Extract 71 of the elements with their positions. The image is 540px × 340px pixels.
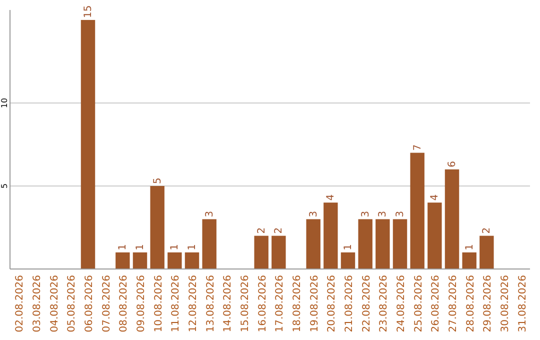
bar xyxy=(306,219,320,269)
x-tick-label: 29.08.2026 xyxy=(482,275,494,332)
data-label: 7 xyxy=(412,144,424,151)
data-label: 3 xyxy=(378,210,389,218)
bar xyxy=(254,236,268,269)
x-tick-label: 06.08.2026 xyxy=(84,275,95,332)
bar xyxy=(428,202,442,269)
bar xyxy=(480,236,494,269)
data-label: 1 xyxy=(187,244,198,250)
x-tick-label: 31.08.2026 xyxy=(517,275,528,332)
data-label: 1 xyxy=(170,244,181,250)
x-tick-label: 10.08.2026 xyxy=(153,275,164,332)
data-label: 1 xyxy=(464,244,476,250)
x-tick-label: 12.08.2026 xyxy=(188,275,199,332)
bar xyxy=(150,186,164,269)
bar xyxy=(392,219,408,269)
bar xyxy=(462,252,476,269)
x-tick-label: 05.08.2026 xyxy=(66,275,78,332)
x-tick-label: 25.08.2026 xyxy=(413,275,424,332)
x-tick-label: 26.08.2026 xyxy=(430,275,442,332)
x-tick-label: 11.08.2026 xyxy=(170,275,182,332)
x-tick-label: 03.08.2026 xyxy=(32,275,43,332)
data-label: 3 xyxy=(395,210,406,218)
data-label: 5 xyxy=(152,178,164,184)
x-tick-label: 13.08.2026 xyxy=(205,275,216,332)
x-tick-label: 08.08.2026 xyxy=(118,275,130,332)
bar xyxy=(132,252,148,269)
y-tick-label: 10 xyxy=(0,98,9,108)
x-tick-label: 21.08.2026 xyxy=(344,275,355,332)
data-label: 3 xyxy=(308,210,320,218)
bar xyxy=(324,202,338,269)
bar xyxy=(116,252,130,269)
bar xyxy=(410,152,424,269)
x-tick-label: 15.08.2026 xyxy=(240,275,251,332)
x-tick-label: 17.08.2026 xyxy=(274,275,286,332)
x-tick-label: 02.08.2026 xyxy=(14,275,26,332)
data-label: 2 xyxy=(482,227,493,234)
x-tick-label: 07.08.2026 xyxy=(101,275,112,332)
x-tick-label: 22.08.2026 xyxy=(361,275,372,332)
x-tick-label: 27.08.2026 xyxy=(448,275,459,332)
x-tick-label: 23.08.2026 xyxy=(378,275,390,332)
bar xyxy=(340,252,356,269)
x-tick-label: 14.08.2026 xyxy=(222,275,234,332)
data-label: 2 xyxy=(256,227,268,234)
x-tick-label: 19.08.2026 xyxy=(309,275,320,332)
x-tick-label: 16.08.2026 xyxy=(257,275,268,332)
bar xyxy=(444,169,460,269)
x-tick-label: 04.08.2026 xyxy=(49,275,60,332)
x-tick-label: 09.08.2026 xyxy=(136,275,147,332)
bar xyxy=(184,252,200,269)
bar xyxy=(272,236,286,269)
data-label: 4 xyxy=(430,194,441,201)
bar xyxy=(376,219,390,269)
x-tick-label: 20.08.2026 xyxy=(326,275,338,332)
data-label: 1 xyxy=(118,244,129,250)
bar xyxy=(358,219,372,269)
x-tick-label: 28.08.2026 xyxy=(465,275,476,332)
x-tick-label: 30.08.2026 xyxy=(500,275,511,332)
data-label: 4 xyxy=(326,194,337,201)
bar xyxy=(202,219,216,269)
bar xyxy=(80,20,96,269)
data-label: 3 xyxy=(360,210,372,218)
data-label: 6 xyxy=(447,161,458,168)
bar xyxy=(168,252,182,269)
x-tick-label: 24.08.2026 xyxy=(396,275,407,332)
data-label: 1 xyxy=(135,244,146,250)
data-label: 1 xyxy=(343,244,354,250)
data-label: 15 xyxy=(83,5,94,18)
data-label: 3 xyxy=(204,210,216,218)
x-tick-label: 18.08.2026 xyxy=(292,275,303,332)
data-label: 2 xyxy=(274,227,285,234)
